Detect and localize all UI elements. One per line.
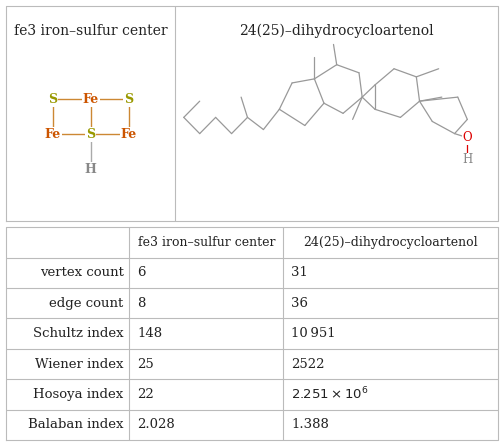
Text: 2.028: 2.028	[138, 418, 175, 431]
Text: fe3 iron–sulfur center: fe3 iron–sulfur center	[138, 236, 275, 249]
Text: fe3 iron–sulfur center: fe3 iron–sulfur center	[14, 24, 167, 38]
Text: O: O	[463, 131, 472, 144]
Text: 24(25)–dihydrocycloartenol: 24(25)–dihydrocycloartenol	[239, 24, 434, 38]
Text: 10 951: 10 951	[291, 327, 336, 340]
Text: Fe: Fe	[120, 128, 137, 141]
Text: Fe: Fe	[44, 128, 61, 141]
Text: 36: 36	[291, 297, 308, 310]
Text: 1.388: 1.388	[291, 418, 329, 431]
Text: Schultz index: Schultz index	[33, 327, 123, 340]
Text: 2522: 2522	[291, 357, 325, 371]
Text: S: S	[86, 128, 95, 141]
Text: 25: 25	[138, 357, 154, 371]
Text: 8: 8	[138, 297, 146, 310]
Text: S: S	[48, 93, 57, 106]
Text: H: H	[85, 163, 97, 176]
Text: $2.251\times10^6$: $2.251\times10^6$	[291, 386, 369, 403]
Text: Fe: Fe	[83, 93, 99, 106]
Text: edge count: edge count	[49, 297, 123, 310]
Text: Wiener index: Wiener index	[35, 357, 123, 371]
Text: 148: 148	[138, 327, 163, 340]
Text: S: S	[124, 93, 133, 106]
Text: 24(25)–dihydrocycloartenol: 24(25)–dihydrocycloartenol	[303, 236, 478, 249]
Text: 31: 31	[291, 266, 308, 279]
Text: vertex count: vertex count	[40, 266, 123, 279]
Text: H: H	[462, 154, 472, 166]
Text: 22: 22	[138, 388, 154, 401]
Text: Hosoya index: Hosoya index	[33, 388, 123, 401]
Text: 6: 6	[138, 266, 146, 279]
Text: Balaban index: Balaban index	[28, 418, 123, 431]
